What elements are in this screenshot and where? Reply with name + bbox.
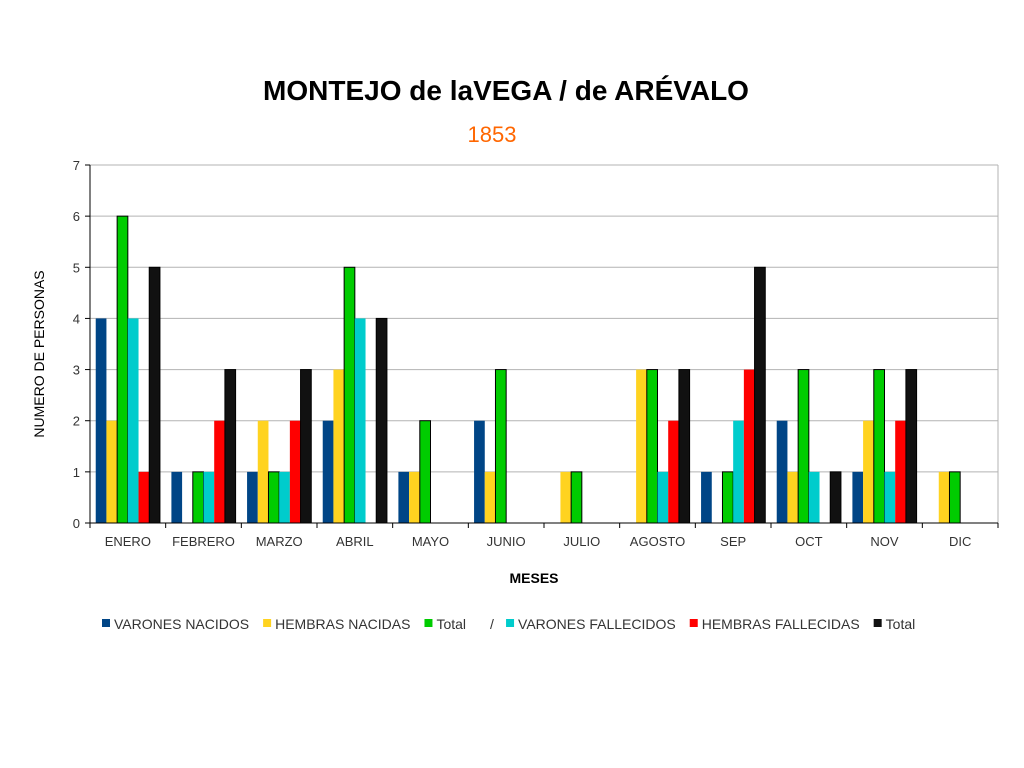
- x-tick-label: AGOSTO: [630, 534, 685, 549]
- y-tick-label: 4: [73, 311, 80, 326]
- bar-5-febrero: [214, 420, 225, 523]
- bar-2-nov: [863, 420, 874, 523]
- bar-3-mayo: [419, 420, 431, 524]
- legend-swatch: [506, 619, 515, 627]
- legend-swatch: [102, 619, 110, 627]
- bar-2-agosto: [636, 369, 647, 523]
- y-tick-label: 5: [73, 260, 80, 275]
- legend-label: HEMBRAS FALLECIDAS: [702, 616, 860, 632]
- bar-6-abril: [375, 317, 388, 524]
- bar-2-enero: [106, 420, 118, 523]
- bar-1-oct: [776, 420, 788, 523]
- bar-4-febrero: [203, 471, 215, 523]
- y-tick-label: 6: [73, 209, 80, 224]
- bar-2-mayo: [409, 471, 420, 523]
- bar-4-abril: [354, 318, 366, 523]
- x-tick-label: OCT: [795, 534, 823, 549]
- bar-1-enero: [95, 318, 107, 523]
- x-tick-label: JULIO: [563, 534, 600, 549]
- x-tick-label: FEBRERO: [172, 534, 235, 549]
- bar-1-marzo: [247, 471, 258, 523]
- bar-1-mayo: [398, 471, 410, 523]
- chart-title: MONTEJO de laVEGA / de ARÉVALO: [263, 75, 749, 106]
- bar-5-sep: [743, 369, 755, 523]
- bar-5-marzo: [289, 420, 301, 523]
- x-tick-label: SEP: [720, 534, 746, 549]
- bar-3-dic: [948, 471, 961, 524]
- bar-4-nov: [884, 471, 896, 523]
- bar-4-sep: [733, 420, 744, 523]
- bar-3-oct: [797, 369, 810, 524]
- bar-6-febrero: [224, 369, 237, 524]
- legend-swatch: [263, 619, 272, 627]
- x-tick-label: MARZO: [256, 534, 303, 549]
- y-tick-label: 1: [73, 465, 80, 480]
- y-tick-label: 3: [73, 363, 80, 378]
- x-tick-label: MAYO: [412, 534, 449, 549]
- y-axis-label: NUMERO DE PERSONAS: [31, 270, 47, 437]
- legend-label: HEMBRAS NACIDAS: [275, 616, 410, 632]
- bar-1-abril: [322, 420, 334, 523]
- bar-3-sep: [721, 471, 734, 524]
- legend-label: Total: [886, 616, 916, 632]
- x-tick-label: ABRIL: [336, 534, 374, 549]
- x-tick-label: JUNIO: [487, 534, 526, 549]
- bar-3-abril: [343, 266, 356, 524]
- bar-3-febrero: [192, 471, 205, 524]
- bar-4-marzo: [279, 471, 290, 523]
- bar-2-marzo: [257, 420, 269, 523]
- legend-swatch: [424, 619, 433, 627]
- legend-separator: /: [490, 616, 494, 632]
- bar-6-enero: [148, 266, 161, 524]
- bar-1-junio: [474, 420, 485, 523]
- bar-6-agosto: [678, 369, 691, 524]
- bar-6-marzo: [300, 369, 312, 524]
- bar-2-junio: [484, 471, 496, 523]
- chart-subtitle: 1853: [468, 122, 517, 147]
- bar-2-julio: [560, 471, 572, 523]
- legend-label: VARONES FALLECIDOS: [518, 616, 676, 632]
- x-axis-label: MESES: [509, 570, 558, 586]
- x-tick-label: ENERO: [105, 534, 151, 549]
- bar-2-oct: [787, 471, 799, 523]
- bar-1-nov: [852, 471, 864, 523]
- bar-3-marzo: [267, 471, 280, 524]
- x-tick-label: DIC: [949, 534, 971, 549]
- y-tick-label: 2: [73, 414, 80, 429]
- bar-6-nov: [905, 369, 918, 524]
- bar-5-enero: [138, 471, 150, 523]
- bar-3-julio: [570, 471, 583, 524]
- bar-4-enero: [127, 318, 139, 523]
- bar-3-nov: [873, 369, 885, 524]
- legend-swatch: [689, 619, 698, 627]
- bar-2-dic: [938, 471, 950, 523]
- bar-2-abril: [333, 369, 345, 523]
- bar-4-oct: [808, 471, 820, 523]
- legend-label: Total: [436, 616, 466, 632]
- y-tick-label: 7: [73, 158, 80, 173]
- y-tick-label: 0: [73, 516, 80, 531]
- bar-5-agosto: [668, 420, 679, 523]
- legend-label: VARONES NACIDOS: [114, 616, 249, 632]
- bar-3-agosto: [646, 369, 658, 524]
- legend-swatch: [873, 619, 882, 627]
- x-tick-label: NOV: [870, 534, 899, 549]
- bar-6-oct: [829, 471, 842, 524]
- bar-4-agosto: [657, 471, 669, 523]
- bar-5-nov: [895, 420, 906, 523]
- bar-1-sep: [701, 471, 712, 523]
- bar-1-febrero: [171, 471, 183, 523]
- bar-3-enero: [116, 215, 129, 524]
- bar-6-sep: [754, 266, 766, 524]
- bar-3-junio: [494, 369, 507, 524]
